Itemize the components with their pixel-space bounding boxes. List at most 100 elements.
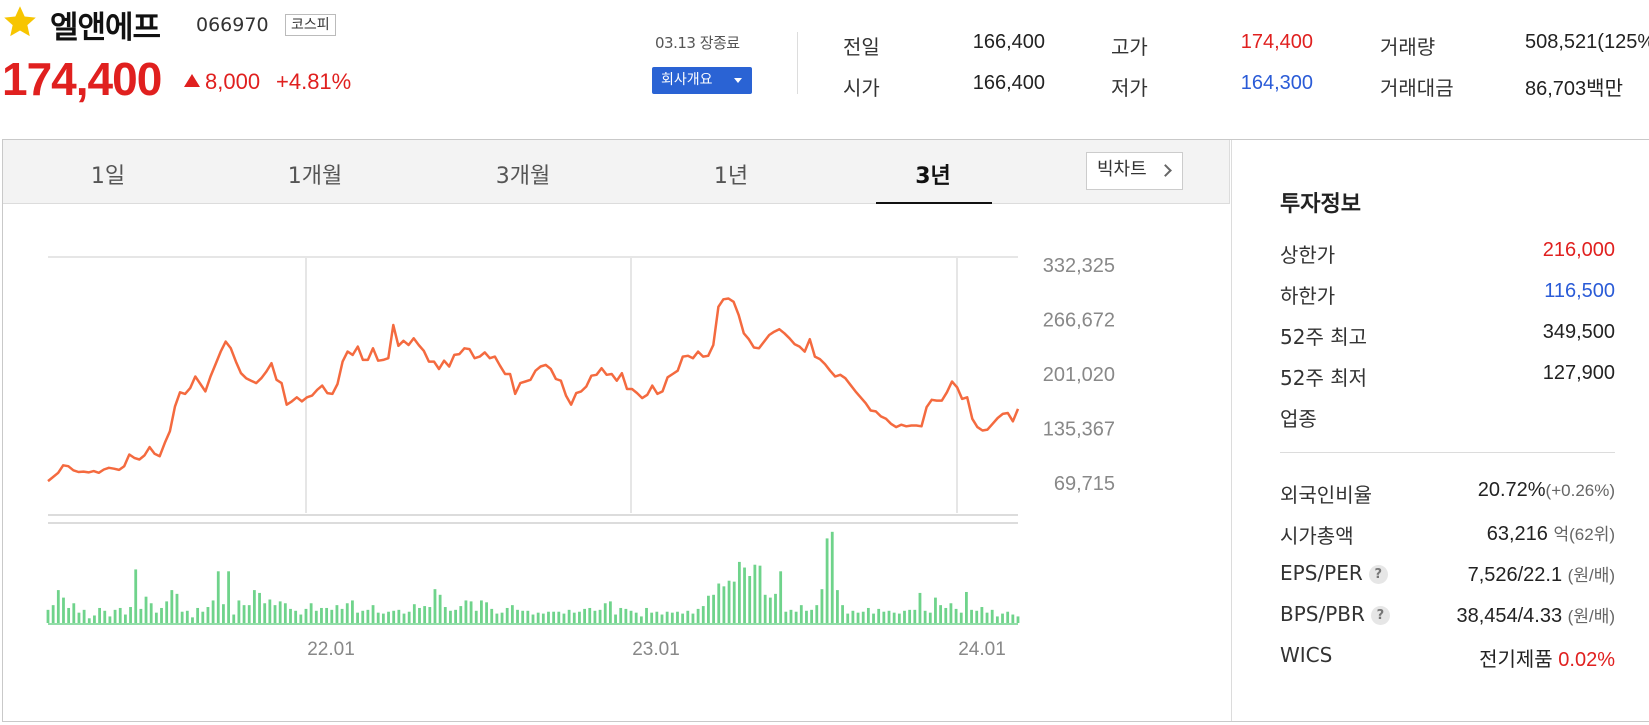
volume-bar (407, 611, 411, 623)
volume-bar (608, 601, 612, 623)
volume-bar (562, 613, 566, 623)
low52-value: 127,900 (1542, 362, 1615, 384)
volume-bar (995, 616, 999, 623)
bigchart-button[interactable]: 빅차트 (1086, 152, 1183, 190)
volume-bar (892, 612, 896, 623)
volume-bar (975, 610, 979, 623)
market-badge: 코스피 (285, 14, 336, 36)
tab-1d[interactable]: 1일 (90, 164, 126, 189)
volume-bar (376, 612, 380, 623)
volume-bar (175, 593, 179, 623)
volume-bar (603, 603, 607, 623)
eps-unit: (원/배) (1567, 566, 1615, 585)
volume-bar (268, 599, 272, 623)
wics-value[interactable]: 전기제품 (1479, 649, 1553, 671)
volume-bar (351, 600, 354, 623)
y-tick-label: 135,367 (1043, 419, 1115, 441)
volume-bar (939, 605, 943, 623)
volume-bar (763, 594, 767, 623)
volume-bar (423, 606, 427, 623)
volume-bar (428, 607, 432, 623)
stat-turnover-label: 거래대금 (1380, 76, 1454, 100)
volume-bar (866, 607, 870, 623)
volume-bar (696, 608, 700, 623)
chevron-right-icon (1159, 164, 1172, 177)
help-icon[interactable]: ? (1368, 565, 1388, 584)
volume-bar (340, 608, 344, 623)
help-icon[interactable]: ? (1370, 606, 1390, 625)
current-price: 174,400 (2, 53, 162, 105)
stat-prev-close-label: 전일 (843, 35, 880, 59)
volume-bar (965, 591, 968, 623)
volume-bar (887, 610, 891, 623)
high52-label: 52주 최고 (1280, 325, 1368, 349)
volume-bar (505, 607, 509, 623)
volume-bar (480, 600, 483, 623)
volume-bar (830, 531, 834, 623)
stat-volume-value: 508,521(125%) (1525, 31, 1649, 53)
volume-bar (619, 607, 623, 623)
mcap-rank: (62위) (1569, 525, 1615, 544)
volume-bar (263, 603, 267, 623)
volume-bar (82, 609, 86, 623)
market-close-label: 03.13 장종료 (655, 34, 740, 52)
volume-bar (443, 607, 447, 623)
volume-bar (908, 609, 912, 623)
volume-bar (129, 607, 132, 623)
change-amount: 8,000 (205, 69, 261, 94)
volume-bar (531, 614, 535, 623)
volume-bar (464, 600, 468, 623)
volume-bar (861, 611, 865, 623)
volume-bar (856, 612, 860, 623)
volume-bar (552, 611, 556, 623)
volume-bar (314, 610, 318, 623)
volume-bar (676, 611, 679, 623)
volume-bar (851, 610, 855, 623)
volume-bar (118, 607, 122, 623)
tab-3m[interactable]: 3개월 (495, 164, 551, 189)
caret-down-icon (734, 78, 742, 83)
volume-bar (629, 610, 633, 623)
volume-bar (980, 607, 984, 623)
upper-limit-value: 216,000 (1542, 239, 1615, 261)
tab-1y[interactable]: 1년 (713, 164, 749, 189)
volume-bar (670, 612, 674, 623)
volume-bar (949, 603, 953, 623)
volume-bar (732, 581, 736, 623)
price-chart[interactable]: 332,325 266,672 201,020 135,367 69,715 22.01 2… (3, 205, 1229, 721)
volume-bar (614, 614, 617, 623)
company-overview-button[interactable]: 회사개요 (652, 67, 752, 94)
stat-high-value: 174,400 (1240, 31, 1313, 53)
volume-bar (366, 609, 370, 623)
tab-1m[interactable]: 1개월 (287, 164, 343, 189)
volume-bar (805, 610, 808, 623)
volume-bar (247, 605, 251, 623)
stat-prev-close-value: 166,400 (972, 31, 1045, 53)
volume-bar (1006, 611, 1010, 623)
x-tick-label: 23.01 (632, 639, 680, 660)
y-tick-label: 201,020 (1043, 364, 1115, 386)
volume-bar (846, 613, 850, 623)
period-tabs: 1일 1개월 3개월 1년 3년 빅차트 (3, 140, 1230, 204)
volume-bar (412, 604, 416, 623)
mcap-label: 시가총액 (1280, 524, 1354, 548)
volume-bar (743, 567, 746, 623)
volume-bar (160, 607, 163, 623)
volume-bar (51, 605, 55, 623)
volume-bar (361, 610, 365, 623)
stat-low-value: 164,300 (1240, 72, 1313, 94)
volume-bar (196, 607, 200, 623)
wics-change: 0.02% (1558, 649, 1615, 671)
volume-bar (639, 616, 643, 623)
volume-bar (913, 609, 917, 623)
volume-bar (650, 612, 654, 623)
volume-bar (289, 608, 292, 623)
tab-3y[interactable]: 3년 (915, 164, 951, 189)
volume-bar (660, 614, 664, 623)
stat-high-label: 고가 (1111, 35, 1148, 59)
volume-bar (56, 590, 60, 623)
favorite-star-icon[interactable] (2, 4, 38, 40)
volume-bar (567, 609, 571, 623)
volume-bar (309, 603, 313, 623)
chart-panel: 1일 1개월 3개월 1년 3년 빅차트 332,325 266,672 201,0… (2, 139, 1649, 722)
